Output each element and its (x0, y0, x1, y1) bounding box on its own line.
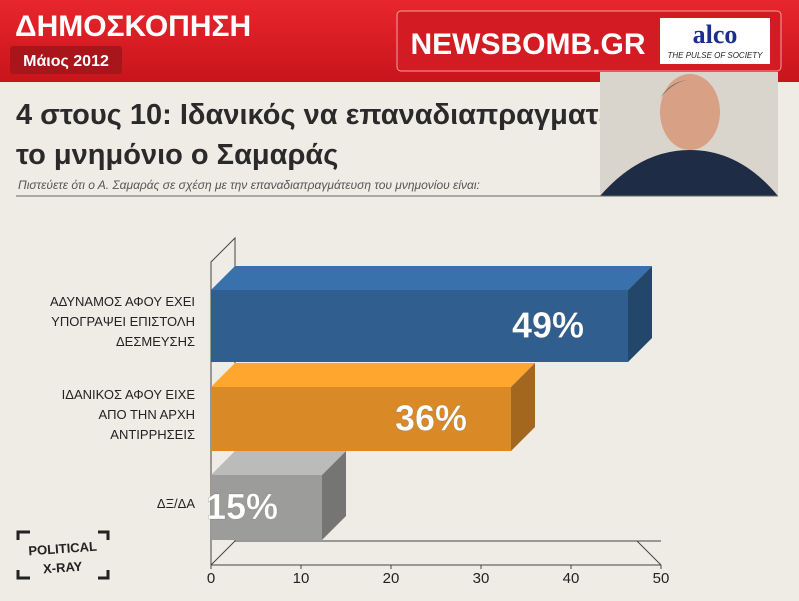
floor-edge (636, 540, 662, 566)
x-tick-label: 30 (473, 570, 490, 587)
bar (211, 387, 511, 451)
date: Μάιος 2012 (23, 53, 109, 70)
floor-edge (210, 540, 236, 566)
category-label: ΔΞ/ΔΑ (156, 495, 195, 511)
bar (211, 475, 322, 540)
value-label: 36% (395, 398, 467, 439)
partner-tagline: THE PULSE OF SOCIETY (668, 51, 764, 60)
bar-side (628, 266, 652, 362)
header-label: ΔΗΜΟΣΚΟΠΗΣΗ (15, 10, 251, 43)
x-tick-label: 0 (207, 570, 215, 587)
partner-box (660, 18, 770, 64)
stamp-text: X-RAY (43, 559, 84, 577)
partner: alco (693, 20, 738, 49)
back-wall (210, 236, 661, 565)
headline: 4 στους 10: Ιδανικός να επαναδιαπραγματε… (16, 99, 667, 131)
headline: το μνημόνιο ο Σαμαράς (16, 139, 338, 171)
question: Πιστεύετε ότι ο Α. Σαμαράς σε σχέση με τ… (18, 178, 480, 192)
bar-side (322, 451, 346, 540)
category-label: ΙΔΑΝΙΚΟΣ ΑΦΟΥ ΕΙΧΕ ΑΠΟ ΤΗΝ ΑΡΧΗ ΑΝΤΙΡΡΗΣ… (61, 387, 195, 442)
category-label: ΑΔΥΝΑΜΟΣ ΑΦΟΥ ΕΧΕΙ ΥΠΟΓΡΑΨΕΙ ΕΠΙΣΤΟΛΗ ΔΕ… (49, 294, 195, 349)
x-tick-label: 10 (293, 570, 310, 587)
bar-top (211, 451, 346, 475)
brand: NEWSBOMB.GR (411, 28, 646, 61)
bar-top (211, 266, 652, 290)
bar-top (211, 363, 535, 387)
bar (211, 290, 628, 362)
x-tick-label: 50 (653, 570, 670, 587)
value-label: 15% (206, 486, 278, 527)
value-label: 49% (512, 305, 584, 346)
bar-side (511, 363, 535, 451)
date-box (10, 46, 122, 74)
x-tick-label: 40 (563, 570, 580, 587)
photo (600, 72, 778, 196)
stamp: POLITICAL X-RAY (16, 530, 110, 580)
stamp-text: POLITICAL (28, 539, 98, 559)
x-tick-label: 20 (383, 570, 400, 587)
